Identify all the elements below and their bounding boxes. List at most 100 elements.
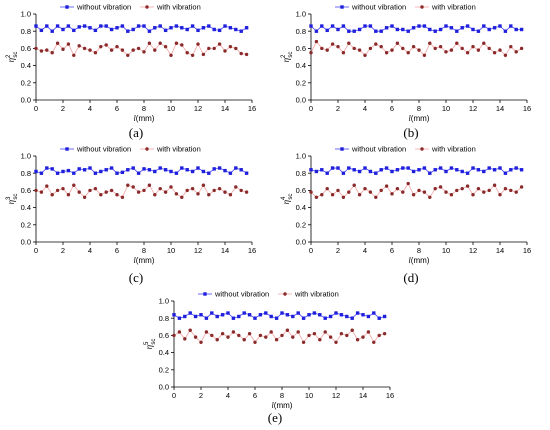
data-point xyxy=(379,29,383,33)
data-point xyxy=(215,314,219,319)
data-point xyxy=(142,50,146,54)
data-point xyxy=(492,51,497,55)
data-point xyxy=(455,29,459,33)
data-point xyxy=(199,313,203,317)
data-point xyxy=(269,330,273,334)
y-tick-label: 0.0 xyxy=(21,238,31,247)
data-point xyxy=(244,26,249,30)
data-point xyxy=(93,171,98,175)
data-point xyxy=(368,190,373,194)
data-point xyxy=(401,166,405,170)
x-axis-label: l(mm) xyxy=(409,256,430,265)
data-point xyxy=(328,335,333,339)
data-point xyxy=(126,29,130,33)
data-point xyxy=(503,186,508,191)
data-point xyxy=(417,168,421,172)
data-point xyxy=(50,29,54,33)
data-point xyxy=(395,186,400,191)
data-point xyxy=(185,188,189,193)
x-tick-label: 8 xyxy=(417,246,421,255)
x-tick-label: 8 xyxy=(142,246,146,255)
data-point xyxy=(185,27,189,32)
data-point xyxy=(465,24,470,28)
data-point xyxy=(228,44,233,49)
data-point xyxy=(72,171,76,175)
data-point xyxy=(339,313,344,317)
data-point xyxy=(390,48,394,52)
y-tick-label: 0.4 xyxy=(296,61,306,70)
legend-label: with vibration xyxy=(156,3,201,12)
data-point xyxy=(142,24,146,28)
data-point xyxy=(207,24,211,28)
data-point xyxy=(438,27,443,32)
data-point xyxy=(193,314,198,319)
data-point xyxy=(163,44,168,49)
data-point xyxy=(368,46,373,51)
data-point xyxy=(314,195,319,199)
data-point xyxy=(347,190,351,194)
data-point xyxy=(285,313,290,317)
data-point xyxy=(482,24,486,28)
data-point xyxy=(82,46,87,51)
data-point xyxy=(444,169,448,174)
data-point xyxy=(503,171,508,175)
legend-marker xyxy=(145,5,149,9)
data-point xyxy=(341,195,346,199)
data-point xyxy=(366,314,371,319)
data-point xyxy=(384,166,389,170)
y-tick-label: 1.0 xyxy=(21,10,31,19)
data-point xyxy=(39,28,44,33)
x-tick-label: 2 xyxy=(61,246,65,255)
data-point xyxy=(350,328,354,332)
data-point xyxy=(234,185,238,189)
data-point xyxy=(519,27,524,32)
x-tick-label: 8 xyxy=(142,104,146,113)
data-point xyxy=(274,316,279,320)
chart-panel-e: 0 2 4 6 8 10 12 14 16 0.0 0.2 0.4 0.6 0.8 1.0 l(mm) η5sc… xyxy=(138,287,408,412)
x-tick-label: 16 xyxy=(386,391,394,400)
data-point xyxy=(115,171,119,175)
data-point xyxy=(66,193,71,197)
data-point xyxy=(498,193,502,197)
data-point xyxy=(183,337,187,341)
data-point xyxy=(347,41,351,45)
data-point xyxy=(514,27,518,32)
data-point xyxy=(406,181,410,186)
data-point xyxy=(223,168,227,173)
data-point xyxy=(88,166,92,170)
data-point xyxy=(341,51,346,55)
legend: without vibration with vibration xyxy=(60,145,201,154)
data-point xyxy=(228,26,233,30)
data-point xyxy=(428,41,432,45)
data-point xyxy=(39,49,44,53)
data-point xyxy=(223,24,227,28)
data-point xyxy=(93,28,98,33)
series-without-vibration xyxy=(172,311,387,320)
caption-e: (e) xyxy=(267,410,283,425)
data-point xyxy=(45,24,49,28)
data-point xyxy=(449,26,454,30)
data-point xyxy=(115,26,119,30)
data-point xyxy=(309,168,313,172)
data-point xyxy=(330,193,335,197)
data-point xyxy=(88,48,92,52)
data-point xyxy=(314,39,319,44)
data-point xyxy=(180,195,184,199)
y-tick-label: 0.8 xyxy=(21,27,31,36)
data-point xyxy=(234,166,238,170)
x-tick-label: 4 xyxy=(363,104,367,113)
data-point xyxy=(77,190,81,194)
data-point xyxy=(204,330,209,334)
data-point xyxy=(301,340,306,344)
data-point xyxy=(247,331,252,336)
y-tick-label: 0.6 xyxy=(296,44,306,53)
data-point xyxy=(88,188,92,193)
data-point xyxy=(158,166,162,170)
x-tick-label: 0 xyxy=(309,246,313,255)
data-point xyxy=(384,26,389,30)
x-tick-label: 12 xyxy=(469,104,477,113)
caption-d: (d) xyxy=(403,270,419,285)
data-point xyxy=(201,52,206,57)
x-tick-label: 10 xyxy=(305,391,313,400)
data-point xyxy=(66,24,71,28)
